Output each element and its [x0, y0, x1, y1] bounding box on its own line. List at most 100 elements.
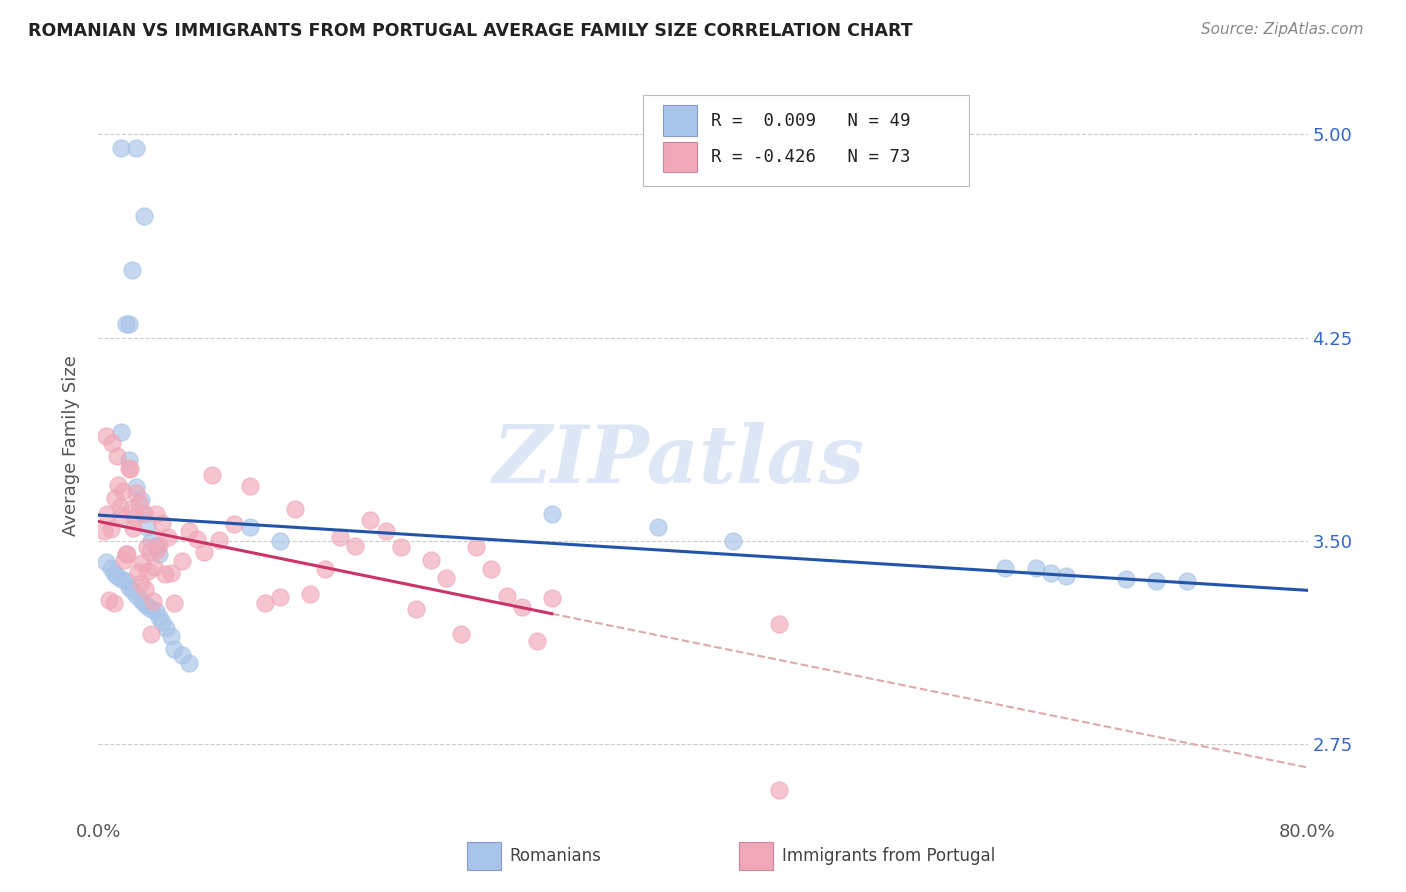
Y-axis label: Average Family Size: Average Family Size — [62, 356, 80, 536]
Point — [125, 480, 148, 494]
Point — [1039, 566, 1062, 581]
Text: Immigrants from Portugal: Immigrants from Portugal — [782, 847, 995, 865]
Point — [239, 478, 262, 492]
Point — [156, 530, 179, 544]
Text: Source: ZipAtlas.com: Source: ZipAtlas.com — [1201, 22, 1364, 37]
Point — [1024, 561, 1046, 575]
Point — [160, 629, 183, 643]
Point — [98, 592, 121, 607]
Point — [253, 596, 276, 610]
Point — [495, 589, 517, 603]
Point — [139, 544, 162, 558]
Point — [114, 574, 136, 589]
Point — [121, 263, 143, 277]
Point — [103, 566, 125, 581]
Point — [994, 561, 1017, 575]
Point — [142, 594, 165, 608]
Point — [110, 508, 132, 522]
Point — [434, 571, 457, 585]
Point — [647, 520, 669, 534]
Point — [170, 648, 193, 662]
Point — [314, 562, 336, 576]
Point — [141, 533, 163, 548]
Point — [132, 209, 155, 223]
Point — [114, 317, 136, 331]
Point — [186, 533, 208, 547]
Point — [136, 564, 159, 578]
Point — [110, 425, 132, 440]
Point — [124, 510, 146, 524]
Point — [93, 524, 115, 538]
Bar — [740, 842, 773, 871]
Point — [374, 524, 396, 538]
Point — [94, 429, 117, 443]
Point — [127, 565, 149, 579]
Point — [150, 615, 173, 629]
Point — [104, 491, 127, 505]
Point — [100, 522, 122, 536]
Point — [148, 609, 170, 624]
Point — [284, 501, 307, 516]
Point — [132, 596, 155, 610]
Point — [135, 520, 157, 534]
Point — [344, 539, 367, 553]
Point — [148, 547, 170, 561]
Point — [1175, 574, 1198, 589]
Point — [224, 517, 246, 532]
Point — [450, 627, 472, 641]
Point — [768, 616, 790, 631]
Point — [105, 450, 128, 464]
Point — [145, 539, 167, 553]
Point — [125, 588, 148, 602]
Bar — [664, 105, 697, 136]
Point — [118, 452, 141, 467]
Point — [94, 556, 117, 570]
Point — [540, 507, 562, 521]
Point — [129, 593, 152, 607]
Point — [132, 507, 155, 521]
Text: ROMANIAN VS IMMIGRANTS FROM PORTUGAL AVERAGE FAMILY SIZE CORRELATION CHART: ROMANIAN VS IMMIGRANTS FROM PORTUGAL AVE… — [28, 22, 912, 40]
Point — [201, 467, 224, 482]
Point — [768, 783, 790, 797]
Point — [146, 543, 169, 558]
Point — [420, 553, 443, 567]
Point — [107, 478, 129, 492]
Point — [526, 634, 548, 648]
Point — [100, 561, 122, 575]
Point — [269, 533, 291, 548]
Point — [179, 656, 201, 670]
Point — [101, 436, 124, 450]
Point — [389, 540, 412, 554]
Point — [145, 604, 167, 618]
Point — [1054, 569, 1077, 583]
Point — [132, 506, 155, 520]
Point — [269, 590, 291, 604]
Point — [329, 531, 352, 545]
Text: ZIPatlas: ZIPatlas — [492, 422, 865, 500]
Point — [141, 601, 163, 615]
Point — [723, 533, 745, 548]
Point — [129, 493, 152, 508]
Bar — [664, 142, 697, 172]
Point — [118, 580, 141, 594]
Point — [163, 642, 186, 657]
Point — [360, 513, 382, 527]
Point — [153, 567, 176, 582]
Point — [405, 602, 427, 616]
Point — [131, 556, 153, 570]
Point — [193, 545, 215, 559]
Point — [111, 483, 134, 498]
Point — [141, 627, 163, 641]
Point — [121, 582, 143, 597]
Point — [112, 553, 135, 567]
Point — [170, 554, 193, 568]
Point — [110, 141, 132, 155]
Point — [481, 562, 503, 576]
Point — [96, 507, 118, 521]
Point — [108, 500, 131, 514]
Point — [125, 485, 148, 500]
Point — [148, 537, 170, 551]
Point — [179, 524, 201, 538]
Point — [129, 575, 152, 590]
Point — [103, 596, 125, 610]
